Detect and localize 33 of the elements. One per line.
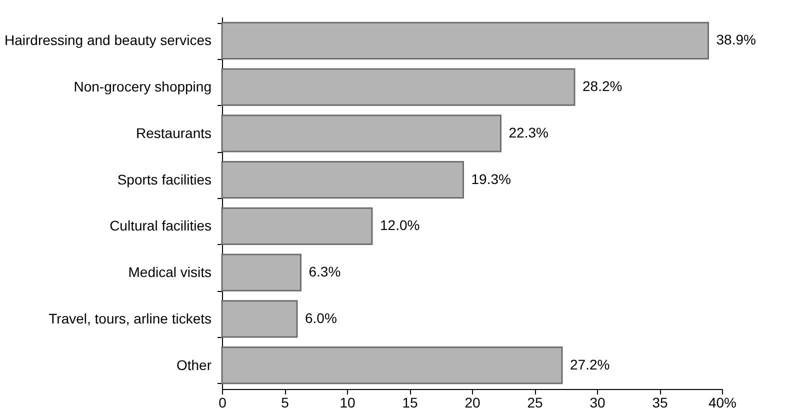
data-label: 27.2%	[570, 356, 610, 372]
data-label: 28.2%	[582, 78, 622, 94]
data-label: 19.3%	[471, 170, 511, 187]
y-tick-label: Non-grocery shopping	[74, 78, 212, 95]
x-tick-label: 20	[464, 394, 480, 410]
y-tick-label: Sports facilities	[117, 171, 212, 188]
y-tick-label: Restaurants	[136, 124, 212, 141]
x-tick-label: 35	[652, 394, 668, 410]
x-tick-label: 40%	[708, 394, 737, 410]
x-tick-label: 5	[281, 394, 290, 410]
data-label: 22.3%	[508, 124, 548, 140]
data-label: 38.9%	[716, 32, 756, 48]
x-tick-label: 30	[590, 394, 606, 410]
data-label: 6.3%	[308, 264, 341, 280]
bar	[221, 68, 576, 106]
x-tick-label: 10	[340, 394, 356, 410]
y-tick-label: Medical visits	[128, 264, 212, 280]
bar	[221, 300, 298, 338]
bar	[221, 346, 563, 384]
y-tick-label: Travel, tours, arline tickets	[48, 310, 212, 326]
bar	[221, 207, 373, 246]
x-tick-label: 15	[402, 394, 418, 410]
x-tick-label: 0	[218, 394, 227, 410]
bar	[221, 254, 302, 292]
x-tick-label: 25	[527, 394, 543, 410]
bar	[221, 22, 709, 60]
y-tick-label: Other	[176, 356, 212, 373]
bar	[221, 160, 464, 199]
data-label: 6.0%	[305, 310, 337, 326]
y-tick-label: Hairdressing and beauty services	[4, 32, 212, 48]
y-tick-label: Cultural facilities	[110, 218, 212, 234]
data-label: 12.0%	[380, 217, 420, 234]
bar	[221, 114, 502, 152]
